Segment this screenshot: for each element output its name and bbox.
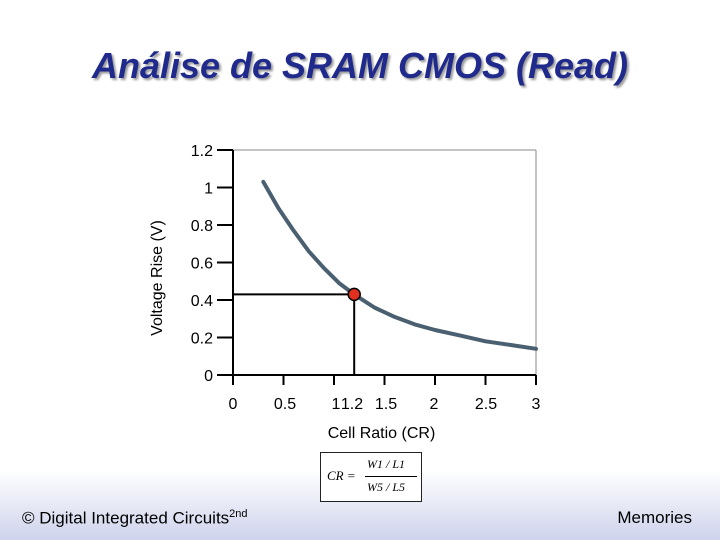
footer-section: Memories [617, 508, 692, 527]
y-tick-label: 1.2 [191, 143, 213, 160]
footer-copyright-text: © Digital Integrated Circuits [22, 508, 230, 528]
y-tick-label: 0.8 [191, 218, 213, 235]
x-tick-label: 2 [430, 396, 439, 413]
x-axis-label: Cell Ratio (CR) [328, 425, 436, 442]
x-tick-label: 0.5 [274, 396, 296, 413]
y-tick-label: 0.6 [191, 256, 213, 273]
series-line [261, 179, 538, 351]
footer-copyright: © Digital Integrated Circuits2nd [22, 508, 248, 529]
formula-denominator: W5 / L5 [367, 480, 406, 494]
x-tick-label: 2.5 [475, 396, 497, 413]
y-tick-label: 0.2 [191, 331, 213, 348]
formula-numerator: W1 / L1 [367, 457, 406, 471]
x-tick-label: 1.5 [375, 396, 397, 413]
y-tick-label: 1 [204, 181, 213, 198]
cell-ratio-formula: CR = W1 / L1 W5 / L5 [320, 452, 422, 502]
y-tick-label: 0.4 [191, 293, 213, 310]
highlight-point [347, 287, 361, 302]
y-axis-label: Voltage Rise (V) [149, 220, 166, 336]
x-tick-label: 1 [332, 396, 341, 413]
formula-fraction-bar [365, 476, 417, 477]
x-tick-label: 1.2 [341, 396, 363, 413]
x-tick-label: 0 [229, 396, 238, 413]
x-tick-label: 3 [532, 396, 541, 413]
formula-lhs: CR = [327, 468, 356, 483]
footer-edition: 2nd [229, 508, 248, 520]
y-tick-label: 0 [204, 368, 213, 385]
slide-title: Análise de SRAM CMOS (Read) [91, 45, 629, 86]
